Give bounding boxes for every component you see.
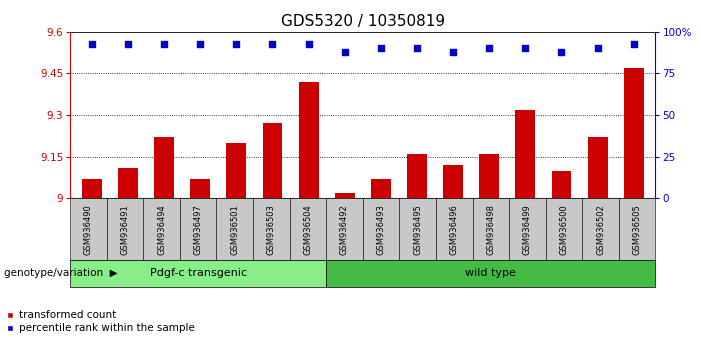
Text: Pdgf-c transgenic: Pdgf-c transgenic	[149, 268, 247, 279]
Point	[375, 46, 386, 51]
Point	[231, 41, 242, 46]
Text: wild type: wild type	[465, 268, 516, 279]
Point	[556, 49, 567, 55]
Bar	[118, 168, 138, 198]
Bar	[82, 179, 102, 198]
Text: GSM936502: GSM936502	[596, 204, 605, 255]
Text: GSM936495: GSM936495	[413, 204, 422, 255]
Bar	[299, 82, 318, 198]
Text: GSM936491: GSM936491	[121, 204, 130, 255]
Bar	[154, 137, 174, 198]
Text: GSM936497: GSM936497	[193, 204, 203, 255]
Point	[86, 41, 97, 46]
Bar	[624, 68, 644, 198]
Point	[411, 46, 423, 51]
Text: GSM936503: GSM936503	[267, 204, 275, 255]
Bar	[587, 137, 608, 198]
Point	[267, 41, 278, 46]
Text: genotype/variation  ▶: genotype/variation ▶	[4, 268, 117, 279]
Bar	[479, 154, 499, 198]
Point	[519, 46, 531, 51]
Text: GSM936493: GSM936493	[376, 204, 386, 255]
Text: GSM936490: GSM936490	[84, 204, 93, 255]
Text: GSM936505: GSM936505	[632, 204, 641, 255]
Point	[484, 46, 495, 51]
Point	[592, 46, 604, 51]
Point	[339, 49, 350, 55]
Point	[303, 41, 314, 46]
Text: GSM936499: GSM936499	[523, 204, 532, 255]
Bar	[443, 165, 463, 198]
Bar	[262, 124, 283, 198]
Legend: transformed count, percentile rank within the sample: transformed count, percentile rank withi…	[1, 306, 200, 338]
Bar	[552, 171, 571, 198]
Bar	[371, 179, 390, 198]
Point	[628, 41, 639, 46]
Point	[447, 49, 458, 55]
Text: GSM936501: GSM936501	[230, 204, 239, 255]
Bar	[226, 143, 246, 198]
Point	[158, 41, 170, 46]
Point	[122, 41, 133, 46]
Text: GSM936494: GSM936494	[157, 204, 166, 255]
Text: GSM936492: GSM936492	[340, 204, 349, 255]
Bar	[190, 179, 210, 198]
Point	[195, 41, 206, 46]
Text: GSM936498: GSM936498	[486, 204, 496, 255]
Bar	[515, 109, 536, 198]
Title: GDS5320 / 10350819: GDS5320 / 10350819	[280, 14, 445, 29]
Text: GSM936496: GSM936496	[450, 204, 458, 255]
Bar	[335, 193, 355, 198]
Text: GSM936504: GSM936504	[304, 204, 313, 255]
Text: GSM936500: GSM936500	[559, 204, 569, 255]
Bar	[407, 154, 427, 198]
